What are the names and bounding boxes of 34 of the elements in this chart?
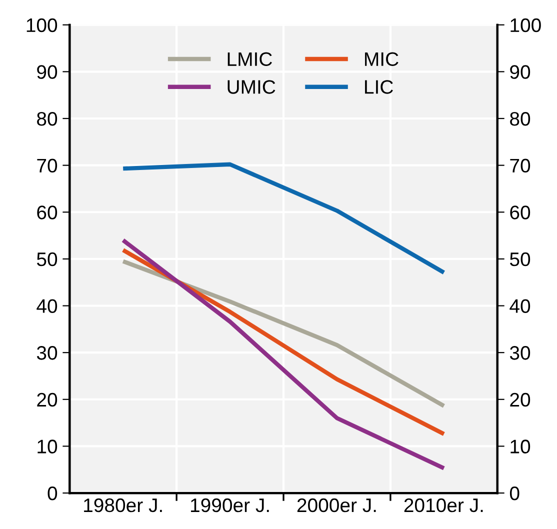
x-tick-label: 2000er J. [297, 498, 376, 512]
y-tick-label: 30 [36, 346, 58, 360]
line-series [121, 162, 446, 275]
y2-tick-label: 50 [510, 252, 530, 266]
x-tick-label: 2010er J. [404, 498, 483, 512]
line-series [121, 238, 446, 470]
x-tick-label: 1980er J. [84, 498, 162, 512]
y-tick-label: 60 [37, 206, 58, 220]
y2-tick-label: 0 [510, 486, 520, 500]
y2-tick-label: 60 [510, 206, 530, 220]
y-tick-label: 20 [37, 392, 58, 407]
y2-tick-label: 40 [510, 299, 530, 313]
y-tick-label: 10 [38, 440, 58, 454]
y-tick-label: 0 [48, 486, 58, 500]
y2-tick-label: 70 [510, 158, 530, 173]
x-tick-label: 1990er J. [190, 498, 269, 512]
y-tick-label: 80 [37, 112, 58, 126]
legend-label: LIC [365, 80, 393, 94]
y2-tick-label: 10 [510, 440, 530, 454]
y2-tick-label: 20 [510, 392, 530, 407]
legend-label: UMIC [228, 80, 276, 94]
y-tick-label: 50 [36, 252, 58, 266]
line-series [121, 259, 446, 408]
y2-tick-label: 30 [510, 346, 530, 360]
y2-tick-label: 90 [510, 65, 530, 79]
y-tick-label: 40 [36, 299, 58, 313]
y-tick-label: 70 [37, 158, 58, 173]
legend-label: LMIC [228, 52, 272, 66]
line-series [121, 248, 446, 436]
y-tick-label: 100 [26, 18, 58, 32]
legend-label: MIC [365, 52, 398, 66]
y-tick-label: 90 [37, 65, 58, 79]
y2-tick-label: 100 [510, 18, 541, 32]
y2-tick-label: 80 [510, 112, 530, 126]
